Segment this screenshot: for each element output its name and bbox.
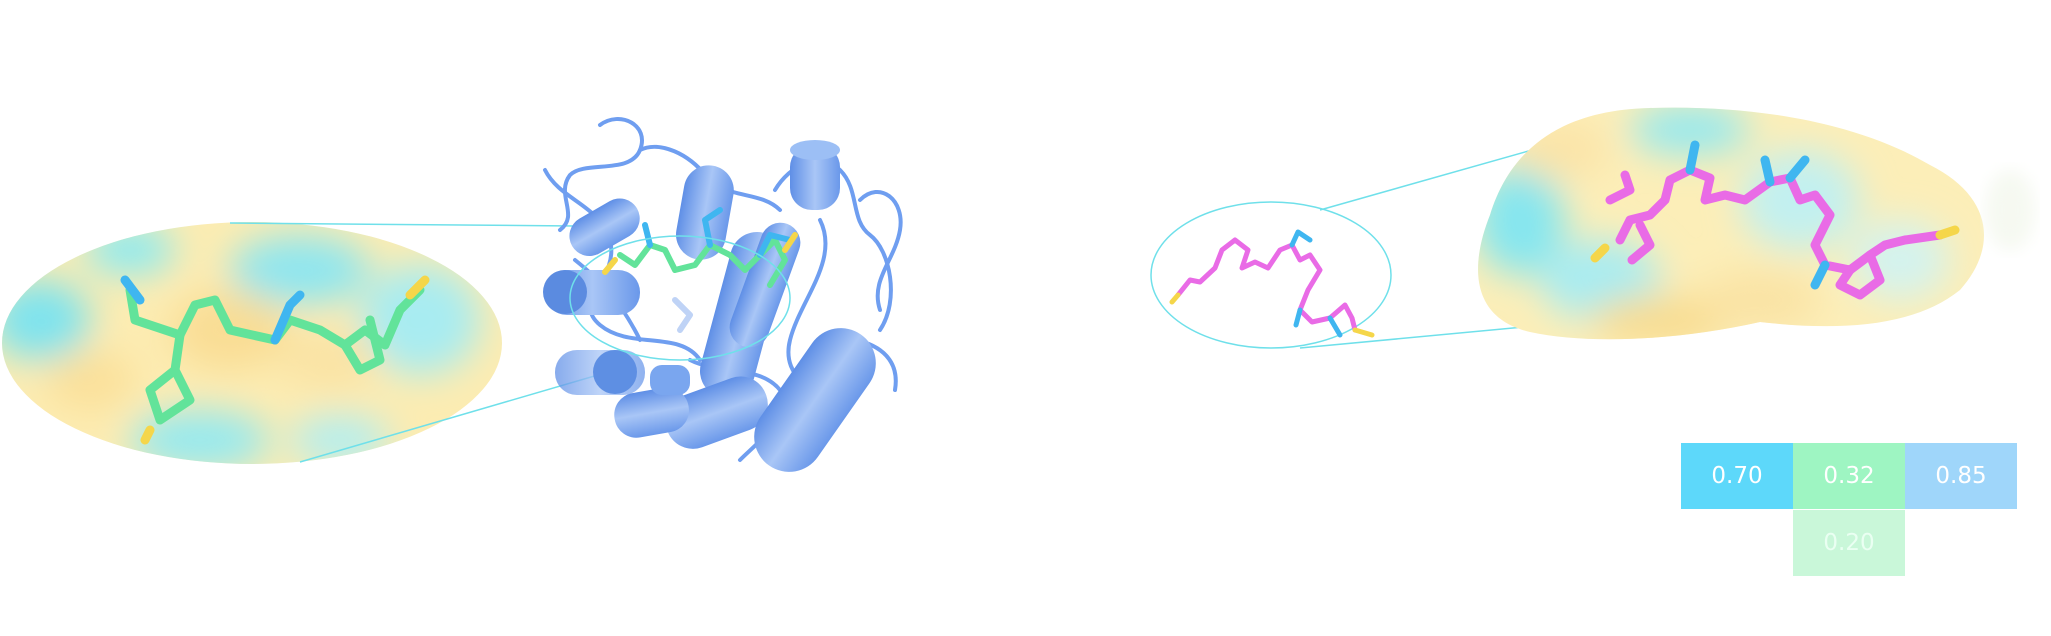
protein-ligand bbox=[602, 207, 798, 333]
right-ligand bbox=[1169, 229, 1375, 338]
right-ligand-zoom bbox=[1590, 140, 1960, 300]
left-pocket-surface bbox=[2, 222, 502, 464]
right-surface-fade bbox=[1985, 170, 2035, 250]
right-pocket-surface bbox=[1478, 107, 1984, 340]
protein-pocket-highlight bbox=[569, 235, 791, 361]
left-ligand-zoom bbox=[120, 275, 430, 445]
protein-helices bbox=[543, 140, 876, 472]
right-pocket-highlight bbox=[1150, 201, 1392, 349]
